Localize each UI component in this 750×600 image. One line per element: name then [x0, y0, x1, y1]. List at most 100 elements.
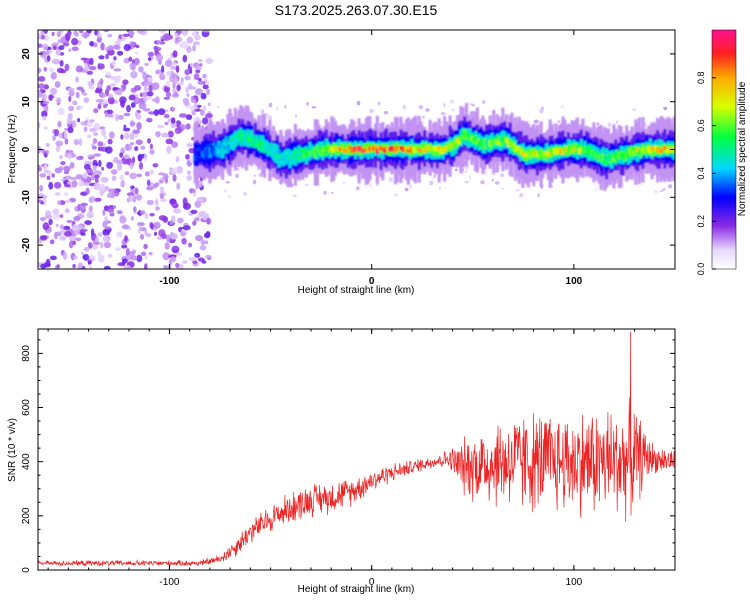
- snr-frame: [37, 328, 676, 571]
- band-cell: [295, 153, 299, 158]
- noise-speckle: [89, 119, 95, 123]
- noise-speckle: [50, 87, 58, 95]
- noise-speckle: [163, 113, 170, 119]
- band-cell: [517, 149, 521, 154]
- noise-speckle: [49, 255, 57, 261]
- band-cell: [413, 146, 418, 153]
- noise-speckle: [45, 142, 50, 147]
- noise-speckle: [162, 216, 169, 223]
- noise-speckle: [176, 182, 181, 190]
- noise-speckle: [157, 124, 165, 129]
- band-cell: [481, 140, 485, 146]
- band-cell: [419, 148, 423, 153]
- band-cell: [302, 152, 307, 159]
- noise-speckle: [48, 218, 53, 226]
- band-cell: [308, 151, 312, 156]
- noise-speckle: [142, 71, 146, 75]
- noise-speckle: [165, 92, 172, 98]
- noise-speckle: [45, 149, 50, 155]
- noise-speckle: [42, 222, 50, 231]
- noise-speckle: [164, 59, 173, 68]
- band-cell: [355, 147, 359, 153]
- noise-speckle: [102, 93, 107, 98]
- band-cell: [648, 148, 652, 154]
- noise-speckle: [134, 111, 139, 117]
- noise-speckle: [43, 163, 48, 172]
- band-speckle: [276, 107, 279, 111]
- noise-speckle: [180, 231, 186, 237]
- band-cell: [503, 136, 507, 141]
- noise-speckle: [175, 65, 180, 73]
- noise-speckle: [116, 210, 123, 215]
- noise-speckle: [193, 217, 200, 222]
- noise-speckle: [95, 99, 104, 103]
- band-cell: [353, 146, 358, 152]
- band-speckle: [294, 114, 298, 118]
- noise-speckle: [63, 225, 71, 230]
- noise-speckle: [93, 42, 98, 48]
- band-cell: [266, 147, 270, 153]
- band-speckle: [356, 100, 361, 106]
- noise-speckle: [175, 252, 183, 256]
- noise-speckle: [94, 237, 99, 242]
- colorbar-tick-label: 0.4: [696, 167, 706, 180]
- band-speckle: [408, 184, 413, 189]
- noise-speckle: [97, 63, 105, 70]
- noise-speckle: [103, 205, 109, 212]
- colorbar-label: Normalized spectral amplitude: [737, 81, 748, 216]
- noise-speckle: [89, 41, 94, 47]
- noise-speckle: [48, 181, 54, 190]
- noise-speckle: [100, 176, 109, 183]
- noise-speckle: [113, 76, 120, 84]
- band-cell: [404, 146, 408, 152]
- band-cell: [377, 146, 381, 152]
- noise-speckle: [52, 58, 60, 65]
- noise-speckle: [52, 45, 57, 51]
- noise-speckle: [192, 220, 197, 226]
- noise-speckle: [113, 56, 117, 61]
- noise-speckle: [153, 46, 162, 52]
- band-cell: [523, 153, 527, 158]
- noise-speckle: [107, 96, 115, 105]
- band-cell: [461, 134, 465, 140]
- noise-speckle: [90, 228, 95, 237]
- band-cell: [344, 148, 348, 154]
- noise-speckle: [51, 42, 59, 48]
- noise-speckle: [148, 84, 153, 93]
- noise-speckle: [86, 30, 93, 34]
- noise-speckle: [51, 31, 55, 37]
- band-speckle: [369, 108, 374, 113]
- band-cell: [475, 138, 479, 145]
- noise-speckle: [92, 244, 98, 250]
- band-speckle: [464, 170, 468, 174]
- band-cell: [443, 146, 447, 152]
- noise-speckle: [82, 173, 88, 178]
- noise-speckle: [129, 172, 137, 180]
- noise-speckle: [134, 187, 139, 195]
- band-cell: [241, 133, 245, 137]
- band-cell: [537, 150, 541, 155]
- band-cell: [663, 145, 667, 151]
- noise-speckle: [194, 252, 201, 258]
- band-cell: [639, 148, 643, 153]
- x-tick-label: 0: [369, 276, 375, 287]
- band-speckle: [223, 189, 227, 193]
- noise-speckle: [152, 163, 159, 168]
- noise-speckle: [71, 46, 79, 52]
- noise-speckle: [199, 63, 203, 67]
- noise-speckle: [41, 149, 46, 154]
- band-cell: [590, 150, 594, 156]
- noise-speckle: [187, 83, 193, 90]
- band-cell: [435, 148, 439, 152]
- noise-speckle: [159, 179, 164, 184]
- noise-speckle: [170, 236, 178, 239]
- band-cell: [364, 142, 368, 154]
- band-speckle: [443, 103, 446, 108]
- band-cell: [302, 147, 307, 158]
- spectrogram-x-label: Height of straight line (km): [298, 285, 415, 296]
- band-cell: [570, 148, 574, 154]
- noise-speckle: [188, 148, 196, 154]
- band-cell: [446, 143, 450, 148]
- noise-speckle: [51, 173, 55, 178]
- noise-speckle: [122, 79, 129, 85]
